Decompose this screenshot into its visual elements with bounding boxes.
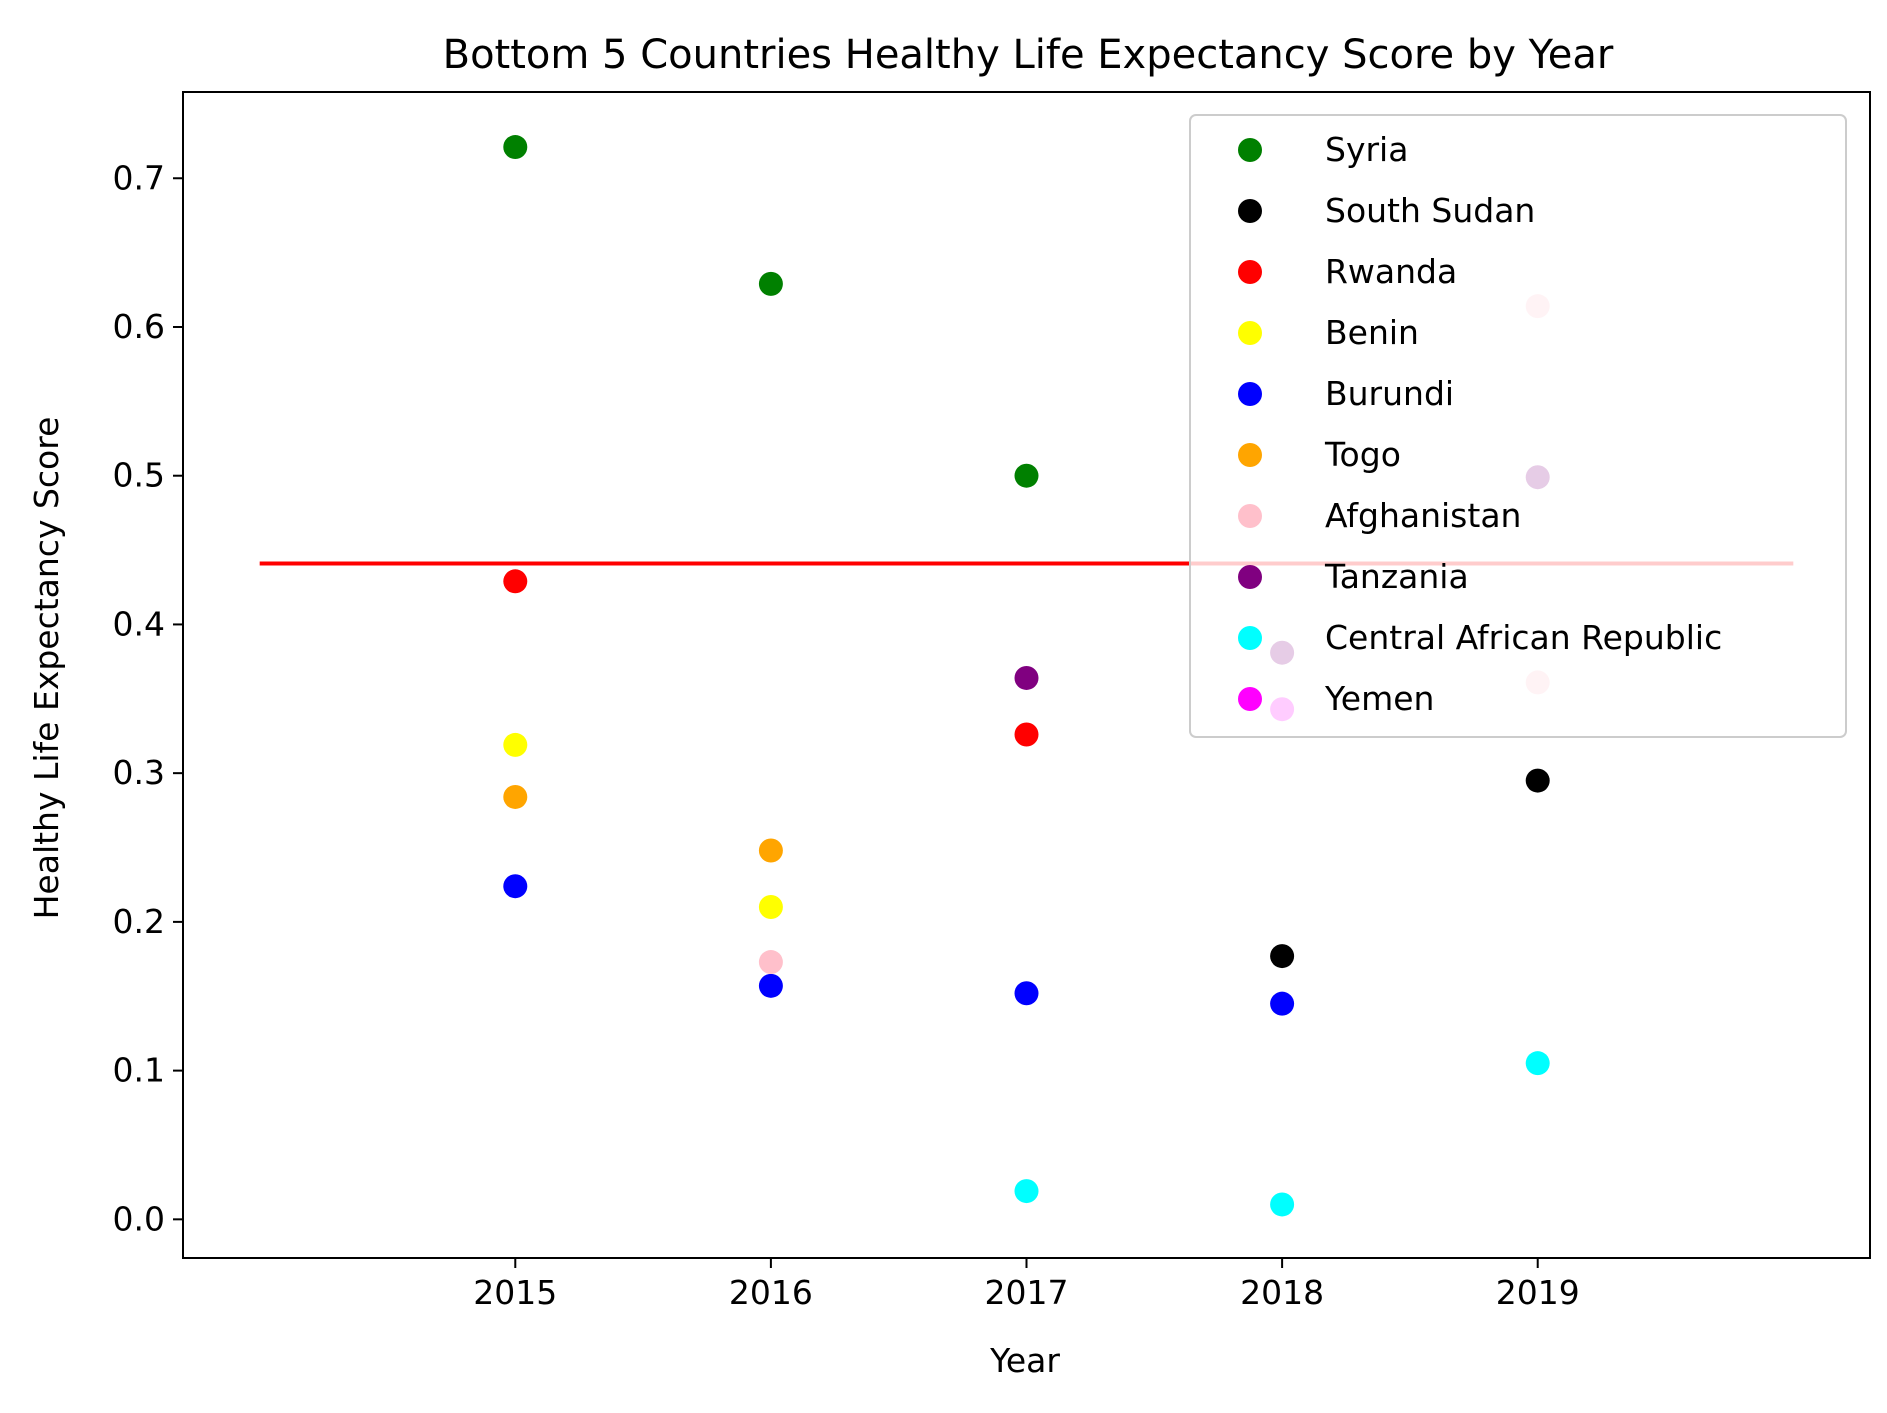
legend-label-benin: Benin — [1325, 313, 1419, 352]
legend-label-tanzania: Tanzania — [1324, 557, 1469, 596]
x-tick-label: 2016 — [729, 1273, 813, 1312]
data-point-togo — [758, 838, 783, 863]
data-point-burundi — [1270, 991, 1295, 1016]
legend-marker-benin — [1238, 321, 1262, 345]
y-axis-label: Healthy Life Expectancy Score — [27, 417, 66, 920]
x-tick-label: 2019 — [1496, 1273, 1580, 1312]
data-point-central-african-republic — [1525, 1051, 1550, 1076]
data-point-benin — [503, 732, 528, 757]
data-point-burundi — [1014, 981, 1039, 1006]
legend-label-burundi: Burundi — [1325, 374, 1454, 413]
legend-marker-burundi — [1238, 382, 1262, 406]
data-point-burundi — [758, 973, 783, 998]
legend-marker-rwanda — [1238, 260, 1262, 284]
legend-label-south-sudan: South Sudan — [1325, 191, 1535, 230]
y-tick-label: 0.4 — [113, 604, 165, 643]
legend-marker-togo — [1238, 443, 1262, 467]
data-point-south-sudan — [1270, 944, 1295, 969]
legend-label-afghanistan: Afghanistan — [1325, 496, 1521, 535]
legend-label-rwanda: Rwanda — [1325, 252, 1457, 291]
data-point-tanzania — [1014, 665, 1039, 690]
x-tick-label: 2015 — [473, 1273, 557, 1312]
legend-marker-syria — [1238, 138, 1262, 162]
legend-label-syria: Syria — [1325, 130, 1408, 169]
legend-label-togo: Togo — [1324, 435, 1401, 474]
legend-marker-south-sudan — [1238, 199, 1262, 223]
legend-label-central-african-republic: Central African Republic — [1325, 618, 1722, 657]
y-tick-label: 0.2 — [113, 902, 165, 941]
legend-marker-tanzania — [1238, 565, 1262, 589]
y-tick-label: 0.3 — [113, 753, 165, 792]
y-tick-label: 0.0 — [113, 1199, 165, 1238]
data-point-benin — [758, 895, 783, 920]
data-point-togo — [503, 784, 528, 809]
data-point-central-african-republic — [1014, 1179, 1039, 1204]
legend: Syria South Sudan Rwanda Benin Burundi Togo Af… — [1189, 114, 1847, 738]
y-tick-label: 0.7 — [113, 158, 165, 197]
data-point-central-african-republic — [1270, 1192, 1295, 1217]
legend-marker-afghanistan — [1238, 504, 1262, 528]
data-point-syria — [758, 271, 783, 296]
x-tick-label: 2018 — [1240, 1273, 1324, 1312]
legend-label-yemen: Yemen — [1324, 679, 1434, 718]
x-tick-label: 2017 — [985, 1273, 1069, 1312]
chart-title: Bottom 5 Countries Healthy Life Expectan… — [443, 32, 1614, 78]
data-point-syria — [503, 135, 528, 160]
y-tick-label: 0.6 — [113, 307, 165, 346]
data-point-rwanda — [1014, 722, 1039, 747]
y-tick-label: 0.5 — [113, 456, 165, 495]
data-point-rwanda — [503, 569, 528, 594]
data-point-south-sudan — [1525, 768, 1550, 793]
legend-marker-yemen — [1238, 687, 1262, 711]
data-point-afghanistan — [758, 950, 783, 975]
data-point-burundi — [503, 874, 528, 899]
y-tick-label: 0.1 — [113, 1051, 165, 1090]
legend-marker-central-african-republic — [1238, 626, 1262, 650]
legend-box — [1189, 114, 1847, 738]
data-point-syria — [1014, 463, 1039, 488]
x-axis-label: Year — [989, 1341, 1060, 1380]
